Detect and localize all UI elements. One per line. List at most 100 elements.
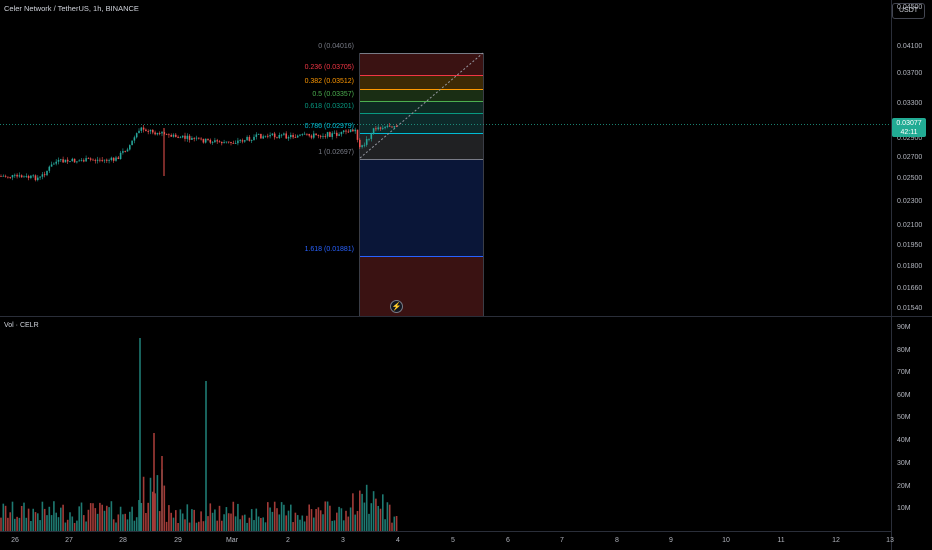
candle-body [46,170,48,176]
candle-body [181,135,184,138]
candle-body [296,135,299,138]
price-axis-label: 0.02900 [897,135,923,142]
candle-body [306,133,308,135]
volume-axis-label: 80M [897,347,911,354]
volume-bar [149,477,152,531]
fib-trend-line [359,52,484,159]
volume-bar [20,505,23,531]
current-price-tag: 0.03077 42:11 [892,118,926,137]
candle-body [191,137,193,140]
candle-body [99,159,101,161]
volume-bar [152,491,154,531]
volume-bar [119,506,122,531]
price-axis-label: 0.02300 [897,198,923,205]
volume-axis-label: 10M [897,505,911,512]
candle-body [43,174,46,176]
candle-body [23,176,25,178]
candle-body [347,131,350,133]
candle-body [264,135,267,137]
candle-body [83,160,85,162]
candle-body [214,140,216,143]
volume-bar [92,503,94,531]
volume-bar [294,512,297,531]
volume-bar [64,522,67,531]
time-axis-label: 13 [886,537,894,544]
fib-zone-0236-0382 [359,75,483,89]
volume-bar [313,517,315,531]
fib-zone-1-1618 [359,159,483,256]
candle-body [92,159,94,161]
volume-bar [161,456,163,531]
candle-body [25,176,28,177]
volume-bar [333,520,336,531]
candle-body [333,132,336,134]
candle-body [37,177,39,181]
volume-bar [368,513,370,531]
volume-bar [331,520,333,531]
candle-body [138,130,140,134]
volume-axis-label: 70M [897,369,911,376]
volume-bar [48,506,51,531]
volume-bar [184,519,186,531]
volume-bar [112,519,115,531]
candle-body [393,126,396,128]
candle-body [129,145,131,150]
volume-bar [60,507,62,531]
candle-body [386,125,389,127]
volume-bar [250,509,253,531]
candle-body [80,160,83,162]
volume-bar [96,513,99,531]
volume-bar [230,513,232,531]
fib-retracement-drawing [359,52,484,316]
candle-body [193,137,195,139]
volume-bar [347,516,350,531]
candle-body [324,136,327,137]
candle-body [186,135,189,139]
volume-bar [338,506,340,531]
volume-bar [27,508,30,531]
candle-body [66,159,69,162]
price-axis-label: 0.04100 [897,43,923,50]
volume-bar [34,512,37,531]
candle-body [165,134,168,136]
volume-bar [345,510,347,531]
candle-body [257,133,260,135]
candle-body [278,134,281,138]
candle-body [2,175,5,177]
volume-bar [198,521,200,531]
price-axis-label: 0.02100 [897,222,923,229]
chart-title[interactable]: Celer Network / TetherUS, 1h, BINANCE [4,4,139,13]
time-axis-label: 4 [396,537,400,544]
volume-bar [361,493,363,531]
volume-bar [271,511,274,531]
lightning-icon[interactable]: ⚡ [390,300,403,313]
fib-level-label: 0.382 (0.03512) [304,78,354,85]
volume-bar [69,512,71,531]
candle-body [140,127,143,131]
candle-body [106,159,108,161]
candle-body [230,141,232,144]
volume-bar [139,338,141,531]
candle-body [108,160,110,161]
volume-bar [260,518,262,531]
candle-body [78,160,80,162]
candle-body [303,133,306,135]
volume-indicator-label[interactable]: Vol · CELR [4,322,39,329]
candle-body [32,175,34,177]
volume-bar [257,516,260,531]
volume-bar [83,515,85,531]
candle-body [342,130,345,132]
candle-body [124,151,126,152]
candle-body [177,136,179,138]
candle-body [135,133,138,138]
candle-body [110,157,113,161]
candle-body [147,131,149,132]
currency-button[interactable]: USDT [892,3,925,19]
volume-bar [241,515,244,531]
volume-bar [386,502,389,531]
volume-bar [232,501,235,531]
candle-body [227,141,230,143]
volume-bar [101,504,103,531]
time-axis-label: 29 [174,537,182,544]
